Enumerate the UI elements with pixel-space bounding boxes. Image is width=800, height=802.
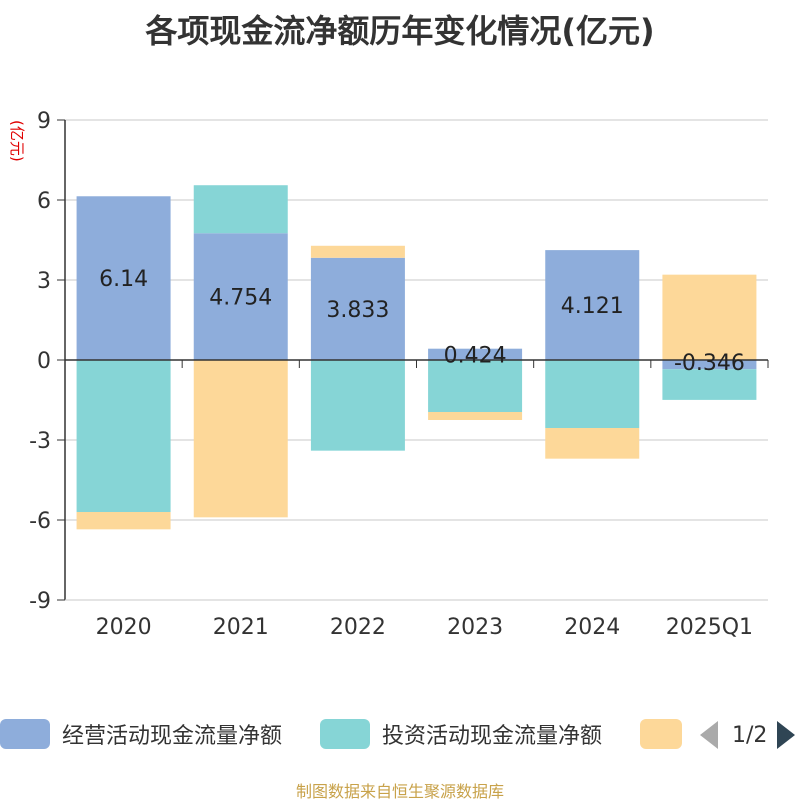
bar-2023-s2: [428, 412, 523, 420]
data-label-2024: 4.121: [561, 294, 624, 319]
legend: 经营活动现金流量净额 投资活动现金流量净额: [0, 716, 800, 756]
bar-2022-s2: [310, 245, 405, 258]
y-tick-label: 9: [37, 109, 51, 134]
x-tick-label-2022: 2022: [330, 615, 386, 640]
bar-2022-s1: [310, 360, 405, 451]
bar-2025Q1-s1: [662, 369, 757, 400]
bar-2025Q1-s2: [662, 274, 757, 360]
bar-2023-s1: [428, 360, 523, 412]
bars: [76, 185, 757, 530]
pager-prev-icon[interactable]: [700, 721, 718, 749]
legend-pager: 1/2: [700, 718, 800, 752]
x-tick-label-2020: 2020: [96, 615, 152, 640]
x-tick-label-2025Q1: 2025Q1: [666, 615, 753, 640]
bar-2020-s2: [76, 512, 171, 530]
bar-2023-s0: [428, 348, 523, 360]
x-tick-label-2021: 2021: [213, 615, 269, 640]
data-label-2020: 6.14: [99, 267, 148, 292]
legend-item-investing[interactable]: 投资活动现金流量净额: [320, 716, 602, 752]
legend-swatch-financing: [640, 719, 682, 749]
y-tick-label: -9: [29, 589, 51, 614]
bar-2025Q1-s0: [662, 360, 757, 370]
bar-2020-s0: [76, 196, 171, 360]
x-tick-label-2024: 2024: [564, 615, 620, 640]
pager-next-icon[interactable]: [777, 721, 796, 749]
x-tick-label-2023: 2023: [447, 615, 503, 640]
bar-2024-s2: [545, 428, 640, 459]
data-label-2021: 4.754: [209, 286, 272, 311]
legend-swatch-investing: [320, 719, 370, 749]
bar-2021-s2: [193, 360, 288, 518]
legend-label-investing: 投资活动现金流量净额: [382, 724, 603, 749]
data-label-2025Q1: -0.346: [674, 351, 745, 376]
data-label-2023: 0.424: [444, 343, 507, 368]
data-labels: 6.14 4.754 3.833 0.424 4.121 -0.346: [99, 267, 745, 376]
pager-text: 1/2: [732, 722, 768, 748]
bar-2022-s0: [310, 257, 405, 360]
bar-2024-s0: [545, 250, 640, 360]
bar-2024-s1: [545, 360, 640, 428]
data-source-note: 制图数据来自恒生聚源数据库: [295, 782, 504, 801]
y-tick-label: 3: [37, 269, 51, 294]
legend-swatch-operating: [0, 719, 50, 749]
legend-item-financing[interactable]: [640, 716, 682, 752]
bar-2021-s1: [193, 185, 288, 234]
bar-2021-s0: [193, 233, 288, 360]
bar-2020-s1: [76, 360, 171, 512]
y-tick-label: 6: [37, 189, 51, 214]
legend-item-operating[interactable]: 经营活动现金流量净额: [0, 716, 282, 752]
data-label-2022: 3.833: [326, 298, 389, 323]
chart-title: 各项现金流净额历年变化情况(亿元): [145, 12, 655, 50]
y-tick-label: -3: [29, 429, 51, 454]
chart-area: -9 -6 -3 0 3 6 9 2020 2021 2022 2023 2024 2025Q1 6.1…: [29, 109, 769, 640]
axes: -9 -6 -3 0 3 6 9 2020 2021 2022 2023 2024 2025Q1: [29, 109, 769, 640]
legend-label-operating: 经营活动现金流量净额: [62, 724, 283, 749]
y-tick-label: -6: [29, 509, 51, 534]
y-tick-label: 0: [37, 349, 51, 374]
